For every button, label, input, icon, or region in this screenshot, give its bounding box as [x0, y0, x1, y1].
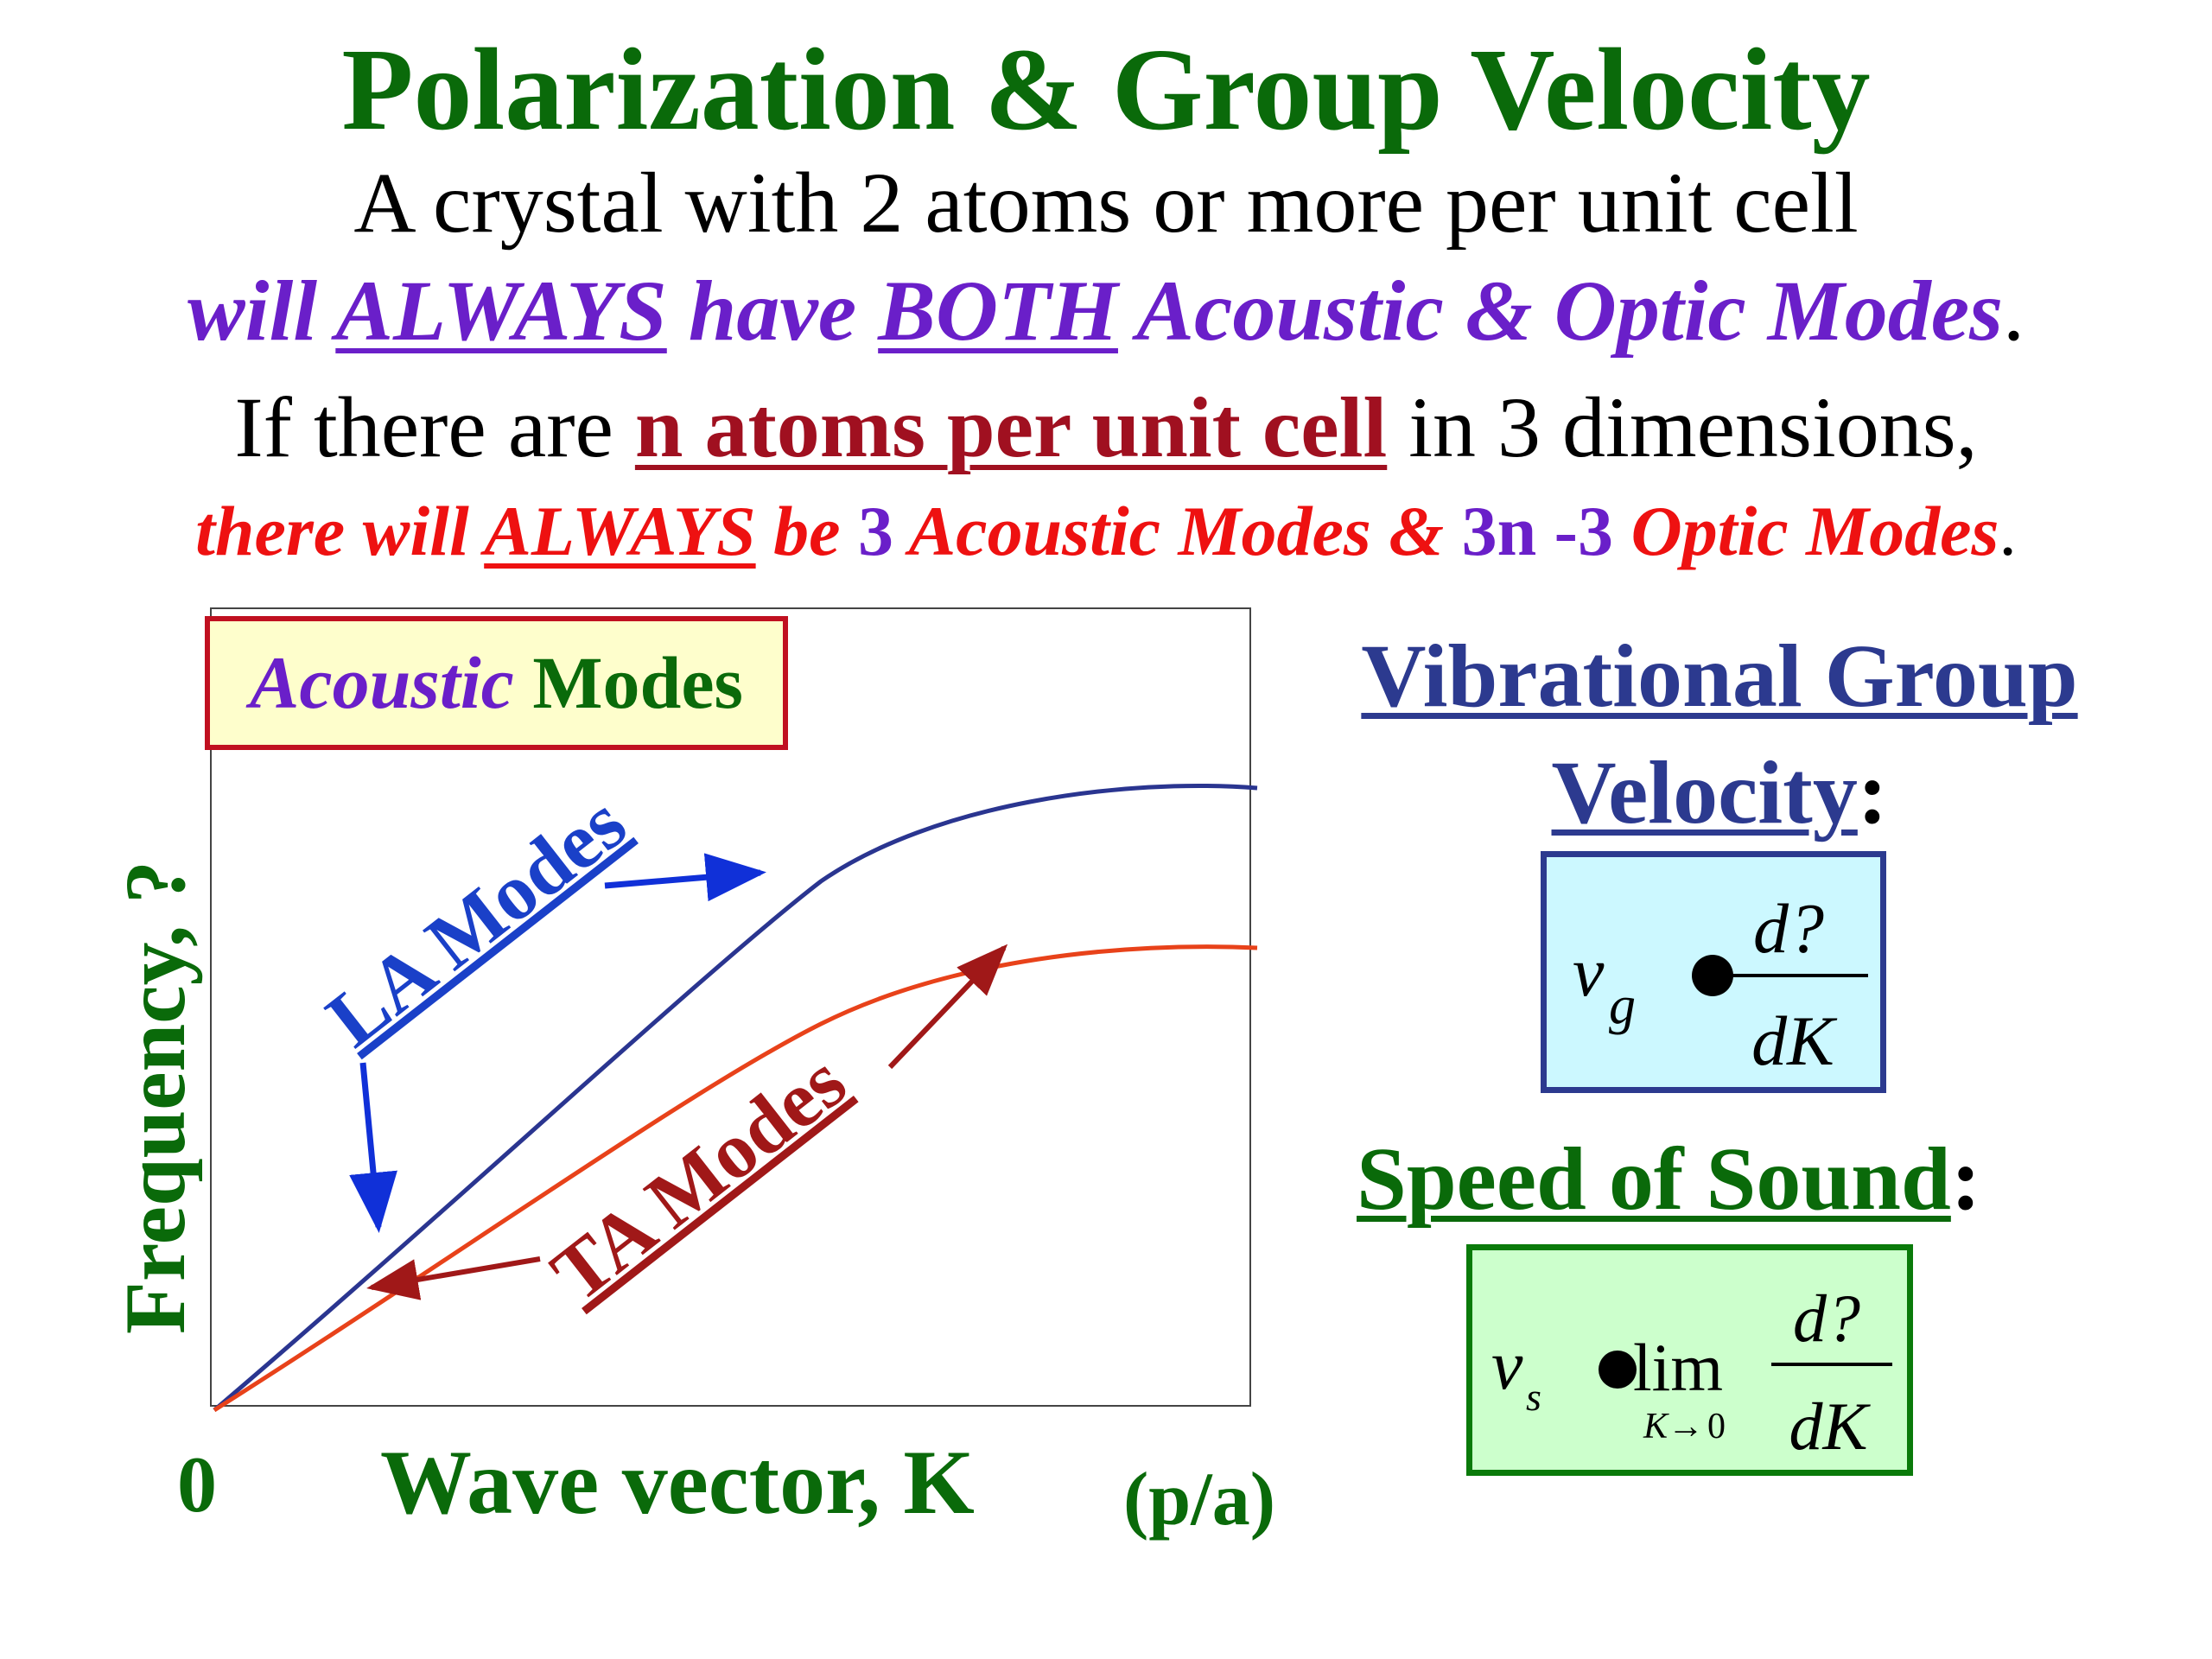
y-axis-label: Frequency, ? — [107, 860, 203, 1335]
lim-sub-zero: 0 — [1707, 1407, 1726, 1446]
intro-acoustic-modes: Acoustic Modes & — [893, 492, 1462, 570]
speed-of-sound-formula: v s lim K → 0 d? dK — [1491, 1281, 1892, 1464]
group-velocity-title-line2: Velocity — [1551, 743, 1858, 843]
lim-arrow-icon: → — [1668, 1407, 1704, 1446]
intro-acoustic-optic: Acoustic & Optic Modes — [1117, 263, 2003, 359]
speed-of-sound-title-text: Speed of Sound — [1357, 1129, 1951, 1229]
intro-n-atoms: n atoms per unit cell — [634, 379, 1388, 475]
la-arrow-upper — [604, 853, 766, 902]
intro-both: BOTH — [878, 263, 1118, 359]
la-dispersion-curve — [213, 784, 1258, 1412]
intro-optic-modes: Optic Modes — [1612, 492, 1999, 570]
intro-line-2: will ALWAYS have BOTH Acoustic & Optic M… — [0, 264, 2212, 359]
vs-symbol: v — [1491, 1325, 1523, 1404]
intro-line-4: there will ALWAYS be 3 Acoustic Modes & … — [0, 492, 2212, 570]
group-velocity-colon: : — [1857, 743, 1888, 843]
vg-subscript: g — [1609, 976, 1636, 1035]
page-title: Polarization & Group Velocity — [341, 25, 1871, 155]
intro-line-1: A crystal with 2 atoms or more per unit … — [353, 155, 1859, 251]
intro-there-will: there will — [195, 492, 485, 570]
speed-of-sound-title: Speed of Sound: — [1357, 1128, 1980, 1230]
intro-have: have — [666, 263, 879, 359]
group-velocity-formula: v g d? dK — [1573, 889, 1868, 1080]
ta-arrow-upper — [887, 944, 1008, 1070]
vg-symbol: v — [1573, 932, 1605, 1011]
intro-dimensions: in 3 dimensions, — [1387, 379, 1978, 475]
intro-period-2: . — [1999, 492, 2017, 570]
intro-always: ALWAYS — [335, 263, 667, 359]
intro-three: 3 — [858, 492, 894, 570]
speed-of-sound-colon: : — [1950, 1129, 1981, 1229]
equals-dot-icon — [1599, 1351, 1637, 1389]
vg-numerator: d? — [1753, 889, 1824, 968]
lim-text: lim — [1633, 1330, 1723, 1405]
la-modes-label: LA Modes — [311, 778, 642, 1064]
intro-period: . — [2003, 263, 2024, 359]
vs-numerator: d? — [1793, 1281, 1860, 1356]
ta-arrow-lower — [366, 1256, 541, 1300]
group-velocity-formula-box: v g d? dK — [1541, 851, 1886, 1093]
intro-if-there: If there are — [234, 379, 635, 475]
equals-dot-icon — [1692, 955, 1733, 996]
intro-three-n: 3n -3 — [1461, 492, 1613, 570]
intro-will: will — [187, 263, 336, 359]
ta-modes-label: TA Modes — [536, 1036, 862, 1318]
group-velocity-title-line1: Vibrational Group — [1361, 626, 2078, 726]
x-axis-origin-label: 0 — [177, 1440, 217, 1529]
group-velocity-title: Vibrational Group Velocity: — [1313, 618, 2126, 851]
speed-of-sound-formula-box: v s lim K → 0 d? dK — [1466, 1244, 1913, 1476]
vs-denominator: dK — [1789, 1389, 1871, 1464]
x-axis-label: Wave vector, K — [380, 1432, 975, 1533]
vs-subscript: s — [1526, 1375, 1541, 1419]
lim-sub-k: K — [1643, 1407, 1669, 1446]
legend-acoustic: Acoustic — [250, 641, 514, 724]
legend-modes: Modes — [513, 641, 743, 724]
intro-be: be — [755, 492, 859, 570]
intro-line-3: If there are n atoms per unit cell in 3 … — [0, 380, 2212, 475]
la-arrow-lower — [349, 1062, 397, 1233]
x-axis-unit: (p/a) — [1123, 1458, 1275, 1541]
intro-always-2: ALWAYS — [484, 492, 756, 570]
acoustic-modes-legend: Acoustic Modes — [205, 616, 788, 750]
dispersion-plot-frame — [210, 607, 1251, 1407]
vg-denominator: dK — [1751, 1001, 1838, 1080]
